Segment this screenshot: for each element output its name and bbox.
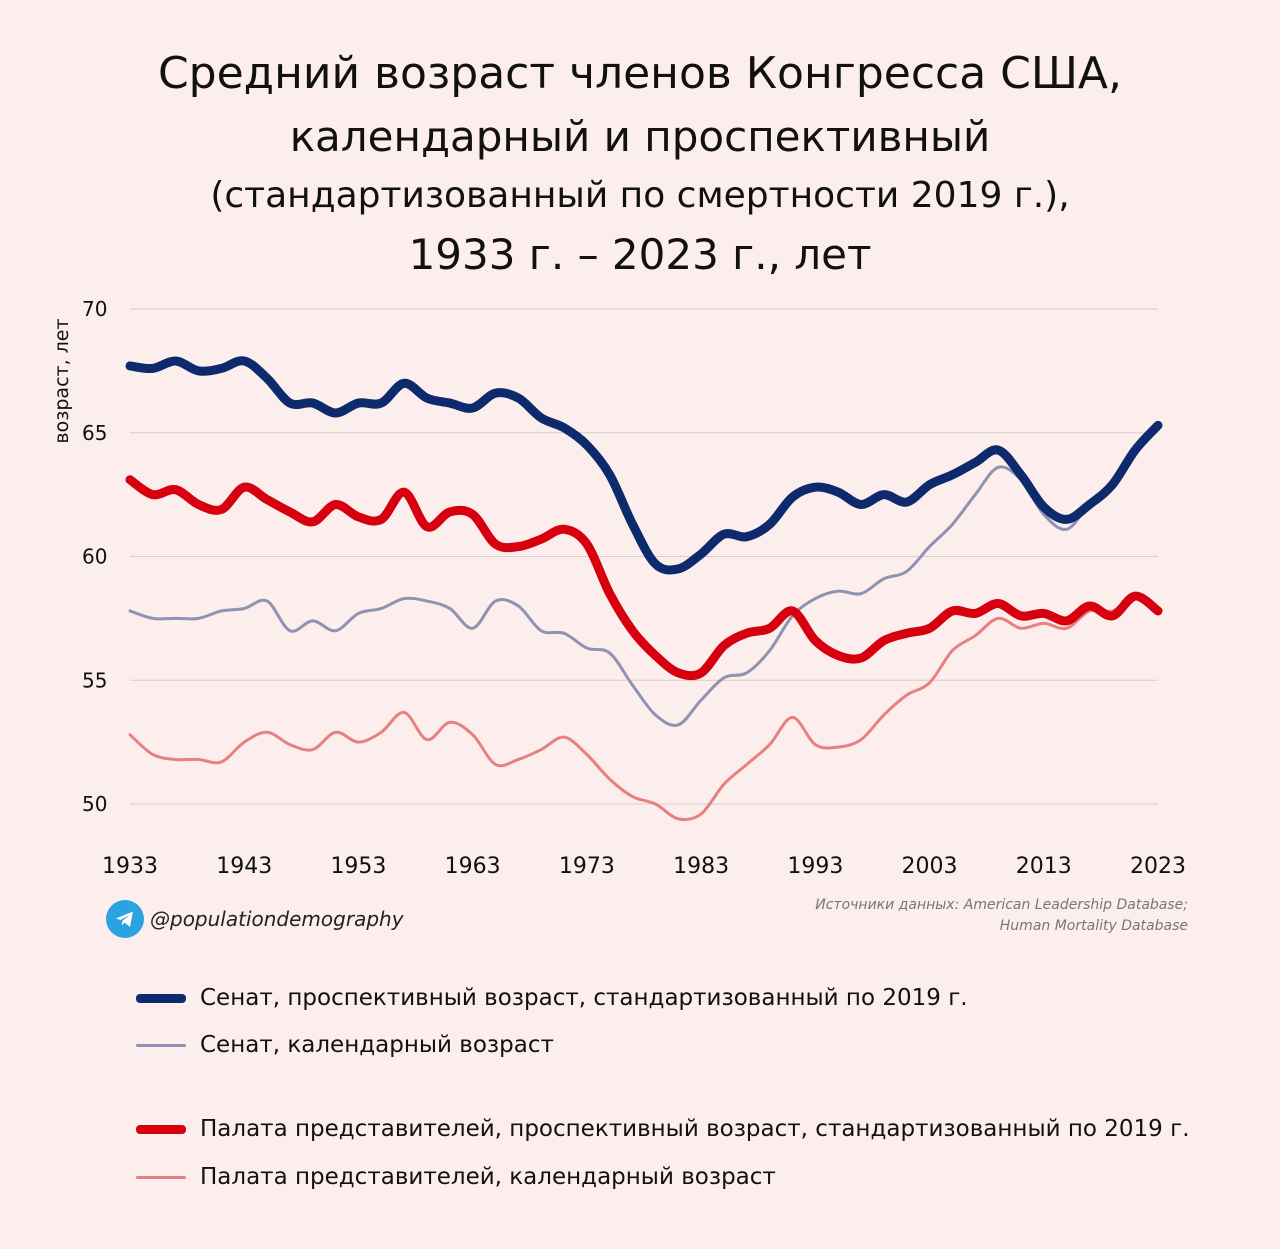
x-tick-label: 2023 <box>1130 854 1186 879</box>
legend-label: Палата представителей, проспективный воз… <box>200 1116 1190 1142</box>
chart-subtitle: (стандартизованный по смертности 2019 г.… <box>210 175 1070 216</box>
source-line-2: Human Mortality Database <box>999 918 1188 934</box>
series-line-2 <box>125 475 1163 681</box>
legend-label: Палата представителей, календарный возра… <box>200 1164 776 1190</box>
legend-swatch <box>136 1043 186 1047</box>
y-tick-label: 50 <box>82 792 107 816</box>
telegram-handle: @populationdemography <box>106 900 404 938</box>
y-tick-label: 65 <box>82 421 107 445</box>
y-axis-label: возраст, лет <box>51 318 73 444</box>
legend-swatch <box>136 993 186 1003</box>
series-line-3 <box>128 597 1160 822</box>
x-tick-label: 1943 <box>216 854 272 879</box>
x-tick-label: 2003 <box>902 854 958 879</box>
legend-swatch <box>136 1175 186 1179</box>
x-tick-label: 1993 <box>787 854 843 879</box>
y-tick-label: 60 <box>82 545 107 569</box>
legend-item-senate-prospective: Сенат, проспективный возраст, стандартиз… <box>136 985 968 1011</box>
x-tick-label: 1933 <box>102 854 158 879</box>
legend-item-senate-calendar: Сенат, календарный возраст <box>136 1032 554 1058</box>
legend-label: Сенат, календарный возраст <box>200 1032 554 1058</box>
legend-item-house-calendar: Палата представителей, календарный возра… <box>136 1164 776 1190</box>
x-tick-label: 2013 <box>1016 854 1072 879</box>
x-tick-label: 1963 <box>445 854 501 879</box>
legend-item-house-prospective: Палата представителей, проспективный воз… <box>136 1116 1190 1142</box>
source-line-1: Источники данных: American Leadership Da… <box>815 897 1188 913</box>
legend-label: Сенат, проспективный возраст, стандартиз… <box>200 985 968 1011</box>
chart-title-line-1: Средний возраст членов Конгресса США, <box>157 48 1123 99</box>
x-tick-label: 1983 <box>673 854 729 879</box>
x-tick-label: 1973 <box>559 854 615 879</box>
y-tick-label: 55 <box>82 668 107 692</box>
data-source: Источники данных: American Leadership Da… <box>815 895 1188 937</box>
x-tick-label: 1953 <box>330 854 386 879</box>
y-tick-label: 70 <box>82 297 107 321</box>
chart-period: 1933 г. – 2023 г., лет <box>408 230 872 279</box>
legend-swatch <box>136 1124 186 1134</box>
handle-text: @populationdemography <box>150 907 404 931</box>
series-line-1 <box>128 423 1160 727</box>
chart-title-line-2: календарный и проспективный <box>289 112 991 161</box>
series-line-0 <box>125 356 1163 575</box>
telegram-icon <box>106 900 144 938</box>
